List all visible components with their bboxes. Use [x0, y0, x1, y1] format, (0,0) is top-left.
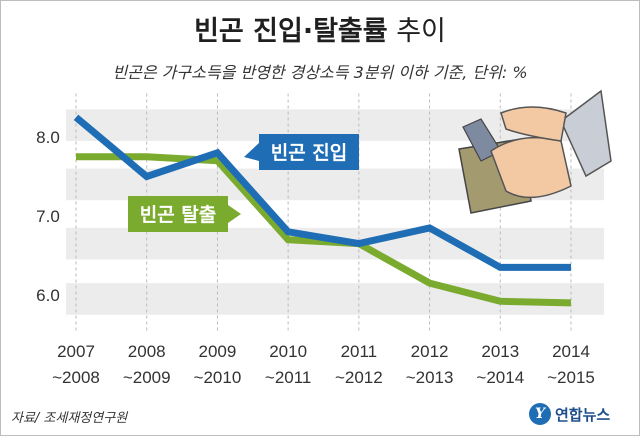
x-axis: 2007 ~2008 2008 ~2009 2009 ~2010 2010 ~2011 2011… — [52, 342, 595, 387]
series-label-pointer — [228, 205, 241, 223]
series-label-text: 빈곤 탈출 — [140, 204, 217, 226]
x-tick-label: 2007 — [57, 342, 95, 361]
y-axis: 6.0 7.0 8.0 — [36, 128, 60, 305]
x-gridlines — [75, 93, 572, 333]
x-tick-label: ~2014 — [476, 368, 524, 387]
x-tick-label: 2010 — [269, 342, 307, 361]
series-label-pointer — [244, 143, 259, 161]
sleeve-shape — [560, 89, 612, 178]
series-label-box — [128, 196, 228, 232]
logo-icon: Y — [529, 403, 551, 425]
x-tick-label: ~2012 — [335, 368, 383, 387]
x-tick-label: ~2010 — [194, 368, 242, 387]
hand-top-shape — [500, 106, 567, 142]
x-tick-label: 2012 — [411, 342, 449, 361]
x-tick-label: 2014 — [552, 342, 590, 361]
series-label-box — [259, 134, 359, 170]
x-tick-label: ~2008 — [52, 368, 100, 387]
y-tick-label: 7.0 — [36, 207, 60, 226]
title-suffix: 추이 — [396, 16, 446, 47]
hand-shape — [490, 136, 572, 199]
series-label: 빈곤 진입 — [244, 134, 359, 170]
chart-subtitle: 빈곤은 가구소득을 반영한 경상소득 3분위 이하 기준, 단위: % — [112, 63, 528, 82]
x-tick-label: 2013 — [481, 342, 519, 361]
series-label-text: 빈곤 진입 — [271, 142, 348, 164]
series-line — [76, 153, 572, 307]
wallet-illustration — [458, 89, 612, 214]
x-tick-label: 2008 — [128, 342, 166, 361]
x-tick-label: ~2011 — [265, 368, 311, 387]
logo-text: 연합뉴스 — [555, 405, 611, 424]
x-tick-label: ~2013 — [406, 368, 454, 387]
source-note: 자료/ 조세재정연구원 — [11, 411, 128, 426]
y-tick-label: 6.0 — [36, 286, 60, 305]
x-tick-label: ~2009 — [123, 368, 171, 387]
x-tick-label: 2011 — [341, 342, 378, 361]
series-label: 빈곤 탈출 — [128, 196, 241, 232]
series-line — [73, 114, 571, 271]
series-lines — [73, 114, 572, 307]
x-tick-label: ~2015 — [547, 368, 595, 387]
y-tick-label: 8.0 — [36, 128, 60, 147]
chart-title: 빈곤 진입·탈출률 추이 — [1, 9, 639, 48]
title-main: 빈곤 진입·탈출률 — [194, 16, 388, 47]
yonhap-logo: Y 연합뉴스 — [529, 399, 610, 429]
x-tick-label: 2009 — [199, 342, 237, 361]
